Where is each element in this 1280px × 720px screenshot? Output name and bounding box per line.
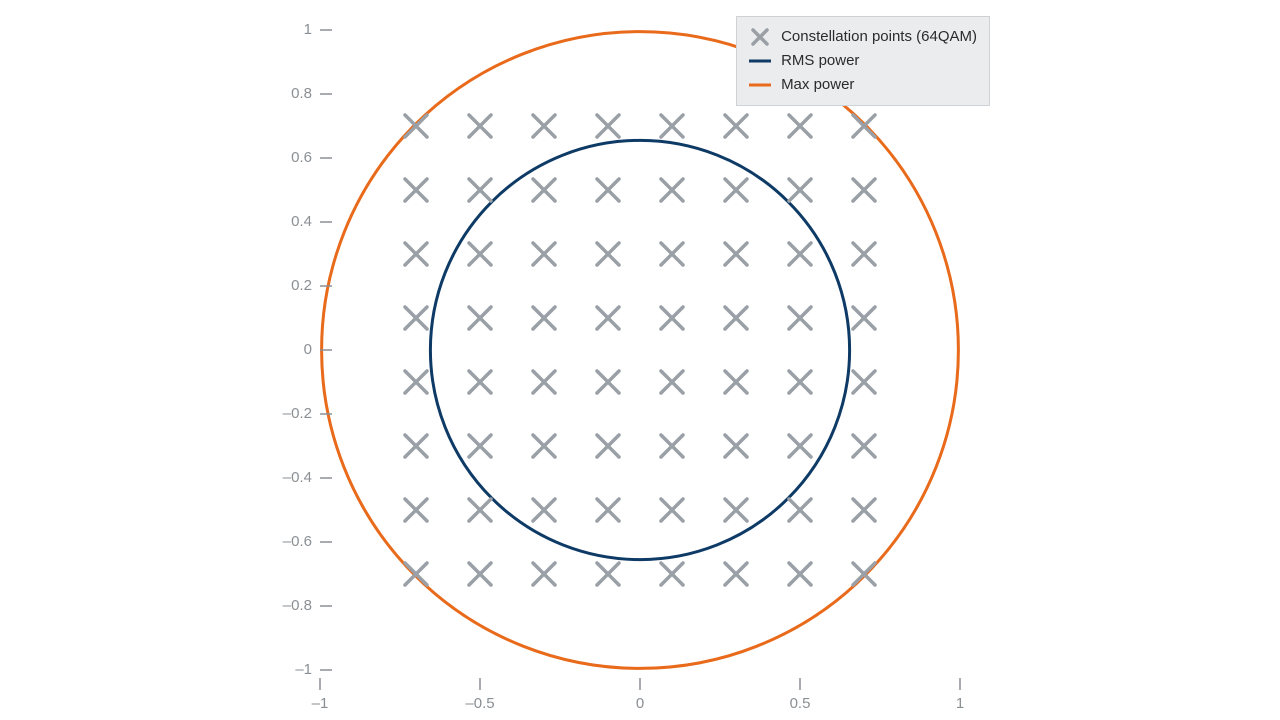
constellation-point: [533, 435, 555, 457]
y-tick-label: 0.2: [291, 277, 312, 294]
constellation-point: [661, 563, 683, 585]
constellation-point: [597, 307, 619, 329]
constellation-point: [661, 243, 683, 265]
constellation-point: [469, 115, 491, 137]
constellation-point: [405, 563, 427, 585]
constellation-point: [405, 243, 427, 265]
constellation-point: [597, 371, 619, 393]
constellation-point: [469, 563, 491, 585]
legend-label: Max power: [781, 73, 854, 97]
constellation-point: [533, 115, 555, 137]
line-swatch-icon: [747, 50, 773, 72]
x-tick-label: 0.5: [790, 695, 811, 712]
legend: Constellation points (64QAM) RMS power M…: [736, 16, 990, 106]
constellation-point: [597, 563, 619, 585]
x-tick-label: –0.5: [465, 695, 494, 712]
constellation-point: [789, 563, 811, 585]
constellation-point: [469, 243, 491, 265]
constellation-point: [725, 435, 747, 457]
constellation-chart: –1 –0.8 –0.6 –0.4 –0.2 0 0.2 0.4 0.6 0.8 1 –1 –0.5 0 0…: [0, 0, 1280, 720]
constellation-point: [853, 307, 875, 329]
constellation-point: [533, 563, 555, 585]
constellation-point: [789, 179, 811, 201]
constellation-point: [725, 563, 747, 585]
y-tick-label: 0: [304, 341, 312, 358]
constellation-point: [661, 115, 683, 137]
constellation-point: [405, 179, 427, 201]
y-tick-label: –0.6: [283, 533, 312, 550]
constellation-point: [405, 371, 427, 393]
constellation-point: [725, 243, 747, 265]
constellation-point: [789, 115, 811, 137]
constellation-point: [789, 243, 811, 265]
y-tick-label: –0.8: [283, 597, 312, 614]
constellation-point: [853, 179, 875, 201]
constellation-point: [405, 499, 427, 521]
constellation-point: [469, 307, 491, 329]
constellation-point: [725, 115, 747, 137]
constellation-point: [853, 563, 875, 585]
constellation-point: [789, 307, 811, 329]
x-tick-label: 0: [636, 695, 644, 712]
legend-item: Constellation points (64QAM): [747, 25, 977, 49]
constellation-point: [853, 435, 875, 457]
constellation-point: [597, 115, 619, 137]
y-tick-label: –0.4: [283, 469, 312, 486]
constellation-point: [853, 371, 875, 393]
legend-label: RMS power: [781, 49, 859, 73]
constellation-point: [661, 179, 683, 201]
constellation-point: [789, 499, 811, 521]
x-marker-icon: [747, 26, 773, 48]
constellation-point: [597, 243, 619, 265]
y-tick-label: –1: [295, 661, 312, 678]
constellation-point: [661, 499, 683, 521]
constellation-point: [789, 435, 811, 457]
constellation-point: [853, 243, 875, 265]
constellation-point: [661, 435, 683, 457]
constellation-point: [597, 179, 619, 201]
constellation-point: [469, 371, 491, 393]
constellation-point: [597, 435, 619, 457]
constellation-point: [597, 499, 619, 521]
constellation-point: [725, 499, 747, 521]
constellation-point: [533, 307, 555, 329]
constellation-point: [853, 115, 875, 137]
constellation-point: [789, 371, 811, 393]
y-tick-label: 0.8: [291, 85, 312, 102]
constellation-point: [405, 307, 427, 329]
constellation-point: [725, 179, 747, 201]
constellation-point: [469, 499, 491, 521]
constellation-point: [533, 371, 555, 393]
constellation-point: [469, 179, 491, 201]
y-tick-label: 0.4: [291, 213, 312, 230]
constellation-point: [405, 435, 427, 457]
constellation-point: [533, 499, 555, 521]
y-tick-label: 0.6: [291, 149, 312, 166]
constellation-point: [661, 371, 683, 393]
legend-item: RMS power: [747, 49, 977, 73]
constellation-point: [725, 307, 747, 329]
constellation-point: [533, 179, 555, 201]
legend-item: Max power: [747, 73, 977, 97]
constellation-point: [661, 307, 683, 329]
plot-area: –1 –0.8 –0.6 –0.4 –0.2 0 0.2 0.4 0.6 0.8 1 –1 –0.5 0 0…: [0, 0, 1280, 720]
rms-circle: [430, 140, 849, 559]
constellation-point: [405, 115, 427, 137]
y-tick-label: 1: [304, 21, 312, 38]
legend-label: Constellation points (64QAM): [781, 25, 977, 49]
constellation-point: [853, 499, 875, 521]
line-swatch-icon: [747, 74, 773, 96]
constellation-point: [725, 371, 747, 393]
x-tick-label: 1: [956, 695, 964, 712]
constellation-point: [533, 243, 555, 265]
constellation-point: [469, 435, 491, 457]
x-tick-label: –1: [312, 695, 329, 712]
y-tick-label: –0.2: [283, 405, 312, 422]
